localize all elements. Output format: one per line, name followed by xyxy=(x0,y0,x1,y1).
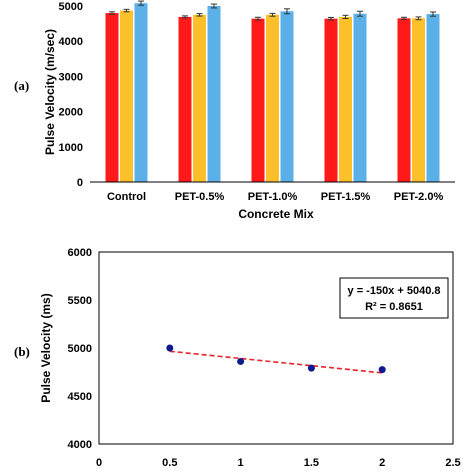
panel-b-y-axis-title: Pulse Velocity (ms) xyxy=(39,293,53,402)
bar xyxy=(178,16,192,182)
y-tick-label: 4000 xyxy=(68,439,92,451)
y-tick-label: 5500 xyxy=(68,295,92,307)
bar xyxy=(397,18,411,182)
x-tick-label: PET-0.5% xyxy=(175,191,225,203)
bar xyxy=(324,18,338,183)
bar xyxy=(426,14,440,183)
y-tick-label: 1000 xyxy=(59,142,83,154)
bar xyxy=(266,14,279,182)
panel-a-y-ticks: 0 1000 2000 3000 4000 5000 xyxy=(59,1,83,189)
x-tick-label: 2 xyxy=(379,457,385,469)
bar xyxy=(412,18,425,182)
x-tick-label: PET-2.0% xyxy=(394,191,444,203)
x-tick-label: Control xyxy=(107,191,146,203)
panel-a: (a) Pulse Velocity (m/sec) Concrete Mix … xyxy=(14,0,455,221)
panel-a-label: (a) xyxy=(14,78,29,93)
bar xyxy=(207,6,221,182)
r-squared-value: R² = 0.8651 xyxy=(365,301,423,313)
panel-a-x-ticks: Control PET-0.5% PET-1.0% PET-1.5% PET-2.0% xyxy=(107,191,444,203)
panel-b-ticks: 4000 4500 5000 5500 6000 0 0.5 1 1.5 2 2.5 xyxy=(68,247,461,469)
bar xyxy=(339,16,352,182)
x-tick-label: PET-1.0% xyxy=(248,191,298,203)
bar xyxy=(280,11,294,183)
y-tick-label: 6000 xyxy=(68,247,92,259)
x-tick-label: 2.5 xyxy=(445,457,460,469)
panel-b-label: (b) xyxy=(14,344,30,359)
data-point xyxy=(307,364,315,372)
bar xyxy=(134,3,148,182)
x-tick-label: 1 xyxy=(238,457,244,469)
panel-a-y-axis-title: Pulse Velocity (m/sec) xyxy=(43,29,57,155)
y-tick-label: 5000 xyxy=(68,343,92,355)
y-tick-label: 2000 xyxy=(59,107,83,119)
x-tick-label: PET-1.5% xyxy=(321,191,371,203)
x-tick-label: 0 xyxy=(96,457,102,469)
trendline xyxy=(169,350,383,374)
bar xyxy=(193,14,206,182)
y-tick-label: 4500 xyxy=(68,391,92,403)
equation-box-frame xyxy=(339,277,449,319)
data-point xyxy=(378,366,386,374)
bar xyxy=(105,13,119,183)
panel-b: (b) Pulse Velocity (ms) 4000 4500 5000 5500… xyxy=(14,247,461,469)
y-tick-label: 3000 xyxy=(59,71,83,83)
y-tick-label: 4000 xyxy=(59,36,83,48)
data-point xyxy=(166,344,174,352)
data-point xyxy=(237,357,245,365)
y-tick-label: 0 xyxy=(77,177,83,189)
panel-a-x-axis-title: Concrete Mix xyxy=(238,207,314,221)
x-tick-label: 1.5 xyxy=(304,457,319,469)
bar xyxy=(120,10,133,182)
x-tick-label: 0.5 xyxy=(162,457,177,469)
bar xyxy=(353,13,367,182)
trendline-equation: y = -150x + 5040.8 xyxy=(348,285,441,297)
y-tick-label: 5000 xyxy=(59,1,83,13)
bar xyxy=(251,18,265,183)
panel-a-bars xyxy=(105,0,440,183)
panel-b-marks xyxy=(166,344,386,374)
equation-box: y = -150x + 5040.8 R² = 0.8651 xyxy=(339,277,449,319)
panel-b-plot-frame xyxy=(98,251,454,445)
